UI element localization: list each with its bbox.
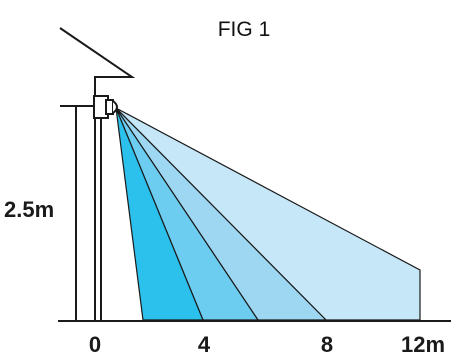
distance-tick-8: 8: [321, 332, 333, 357]
distance-tick-12m: 12m: [401, 332, 445, 357]
distance-tick-4: 4: [198, 332, 211, 357]
distance-tick-0: 0: [89, 332, 101, 357]
roof-and-wall-outline: [59, 27, 136, 320]
figure-title: FIG 1: [218, 18, 271, 41]
sensor-icon: [93, 95, 118, 119]
mount-height-label: 2.5m: [4, 197, 54, 222]
